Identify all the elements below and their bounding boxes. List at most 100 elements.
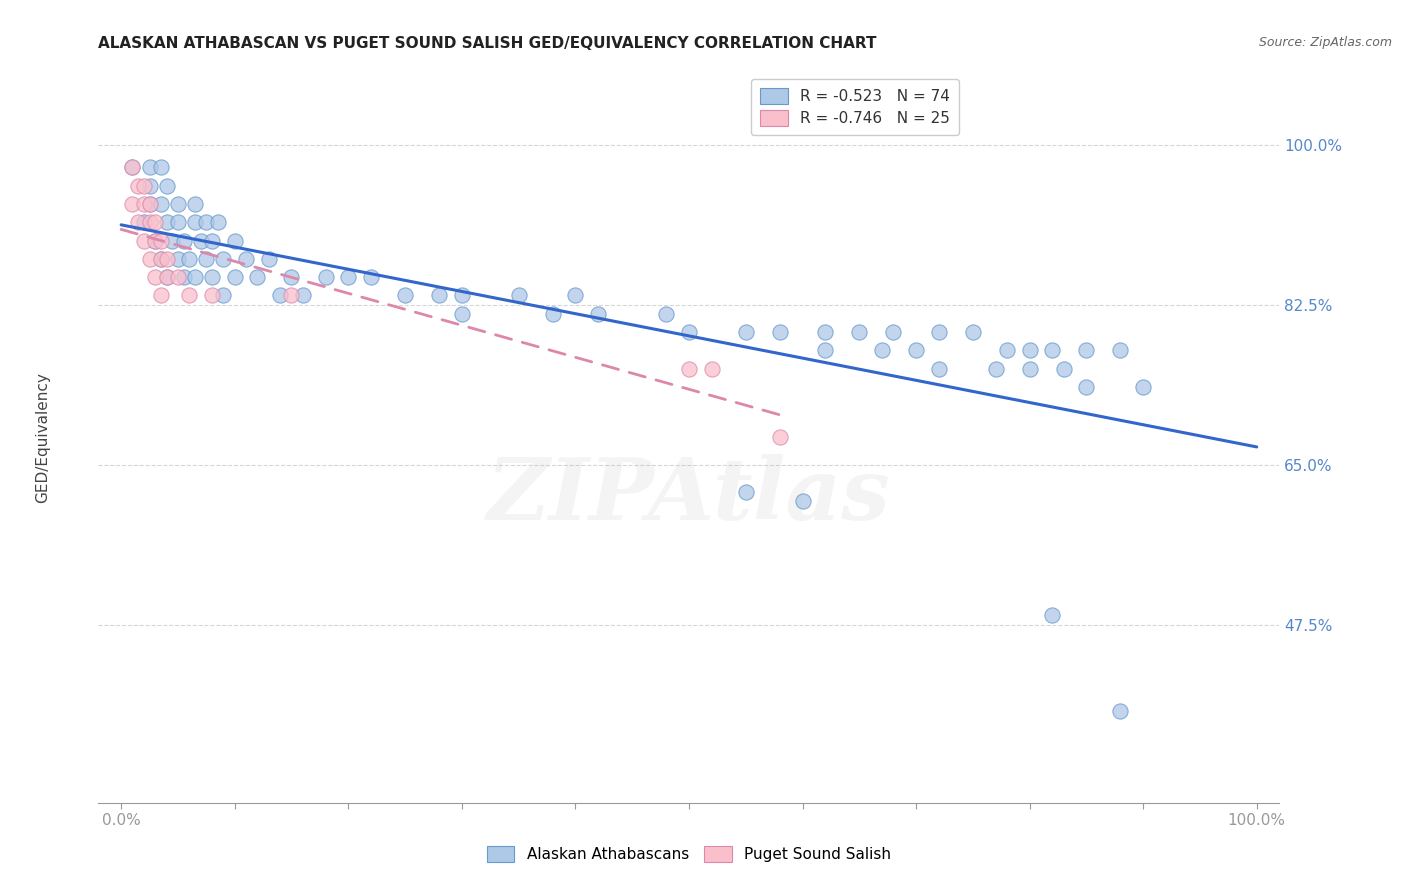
Point (814, 325, 837, 339)
Point (962, 325, 984, 339)
Point (132, 234, 155, 248)
Point (149, 197, 172, 211)
Point (678, 325, 700, 339)
Point (564, 288, 586, 302)
Point (132, 178, 155, 193)
Point (394, 288, 416, 302)
Point (792, 494, 814, 508)
Point (905, 343, 928, 358)
Point (769, 430, 792, 444)
Point (1018, 361, 1040, 376)
Point (143, 270, 166, 285)
Point (655, 307, 678, 321)
Point (167, 252, 190, 266)
Point (179, 252, 201, 266)
Point (155, 215, 177, 229)
Point (155, 178, 177, 193)
Point (195, 215, 218, 229)
Point (212, 252, 235, 266)
Point (450, 307, 472, 321)
Point (121, 161, 143, 175)
Point (184, 197, 207, 211)
Point (224, 234, 246, 248)
Point (814, 343, 837, 358)
Point (224, 270, 246, 285)
Point (315, 270, 337, 285)
Point (201, 288, 224, 302)
Y-axis label: GED/Equivalency: GED/Equivalency (35, 372, 51, 502)
Point (167, 197, 190, 211)
Point (143, 234, 166, 248)
Point (138, 215, 160, 229)
Point (360, 270, 382, 285)
Point (190, 234, 212, 248)
Point (149, 288, 172, 302)
Point (1076, 343, 1098, 358)
Point (337, 270, 360, 285)
Text: ALASKAN ATHABASCAN VS PUGET SOUND SALISH GED/EQUIVALENCY CORRELATION CHART: ALASKAN ATHABASCAN VS PUGET SOUND SALISH… (98, 36, 877, 51)
Point (162, 234, 183, 248)
Point (155, 252, 177, 266)
Point (155, 270, 177, 285)
Point (678, 361, 700, 376)
Point (734, 325, 756, 339)
Point (280, 270, 302, 285)
Point (995, 343, 1018, 358)
Point (138, 178, 160, 193)
Text: ZIPAtlas: ZIPAtlas (486, 454, 891, 537)
Point (167, 270, 190, 285)
Point (167, 215, 190, 229)
Point (257, 252, 280, 266)
Point (132, 215, 155, 229)
Point (1076, 380, 1098, 394)
Point (121, 197, 143, 211)
Point (870, 343, 893, 358)
Point (1109, 705, 1132, 719)
Point (143, 215, 166, 229)
Point (179, 288, 201, 302)
Point (541, 307, 564, 321)
Point (269, 288, 291, 302)
Point (1053, 361, 1076, 376)
Point (132, 197, 155, 211)
Point (138, 161, 160, 175)
Point (207, 215, 229, 229)
Point (280, 288, 302, 302)
Point (127, 178, 149, 193)
Point (1040, 608, 1063, 623)
Point (173, 270, 195, 285)
Point (848, 325, 870, 339)
Point (127, 215, 149, 229)
Point (769, 325, 792, 339)
Point (984, 361, 1007, 376)
Point (586, 307, 609, 321)
Point (138, 197, 160, 211)
Point (184, 215, 207, 229)
Point (1018, 343, 1040, 358)
Point (173, 234, 195, 248)
Point (450, 288, 472, 302)
Point (1040, 343, 1063, 358)
Point (1132, 380, 1154, 394)
Point (700, 361, 723, 376)
Point (427, 288, 450, 302)
Point (184, 270, 207, 285)
Point (155, 270, 177, 285)
Point (149, 161, 172, 175)
Point (121, 161, 143, 175)
Point (138, 197, 160, 211)
Point (149, 252, 172, 266)
Point (928, 325, 950, 339)
Point (882, 325, 904, 339)
Point (508, 288, 530, 302)
Point (734, 485, 756, 500)
Legend: Alaskan Athabascans, Puget Sound Salish: Alaskan Athabascans, Puget Sound Salish (481, 840, 897, 868)
Point (212, 288, 235, 302)
Point (201, 270, 224, 285)
Text: Source: ZipAtlas.com: Source: ZipAtlas.com (1258, 36, 1392, 49)
Point (138, 252, 160, 266)
Point (195, 252, 218, 266)
Point (928, 361, 950, 376)
Point (201, 234, 224, 248)
Point (1109, 343, 1132, 358)
